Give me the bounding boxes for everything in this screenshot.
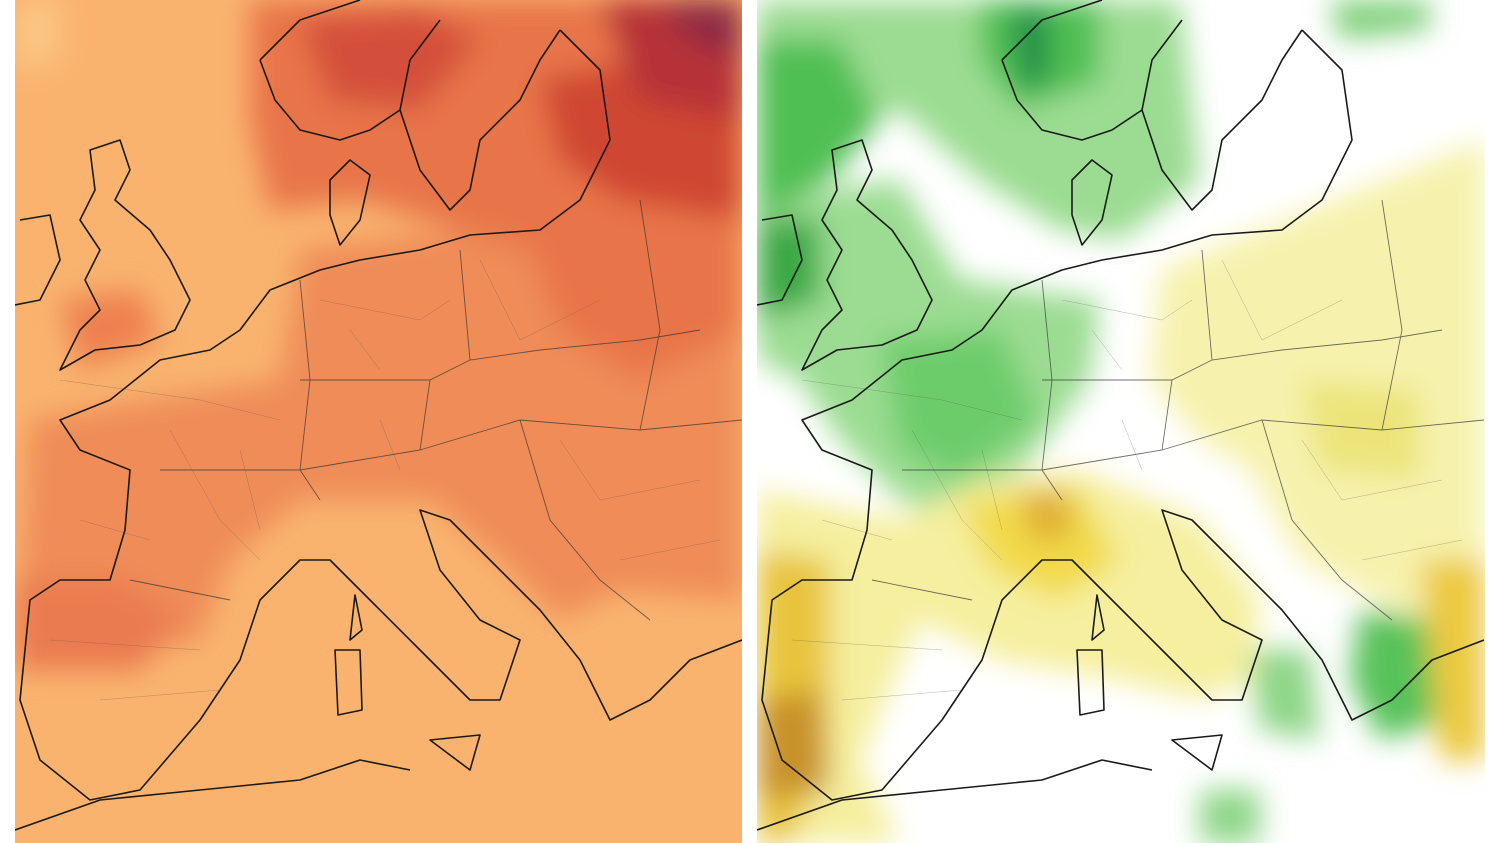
precipitation-map [757,0,1485,843]
temperature-map [15,0,742,843]
